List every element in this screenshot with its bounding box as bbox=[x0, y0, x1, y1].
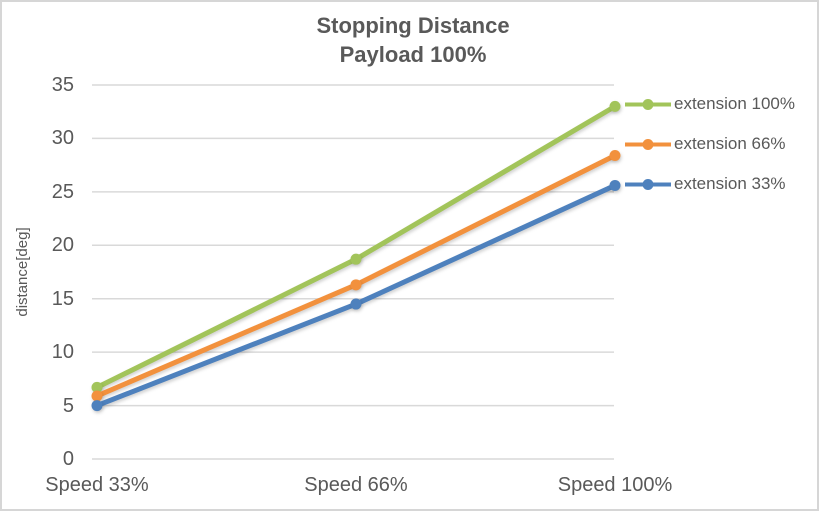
data-point-marker bbox=[350, 279, 362, 291]
legend-label: extension 100% bbox=[674, 94, 795, 113]
legend: extension 100% extension 66% extension 3… bbox=[625, 93, 795, 213]
data-point-marker bbox=[91, 381, 103, 393]
series-line bbox=[94, 103, 618, 390]
chart-subtitle: Payload 100% bbox=[339, 42, 487, 67]
series-extension-66- bbox=[91, 150, 621, 402]
y-axis-tick-labels: 0 5 10 15 20 25 30 35 bbox=[2, 2, 74, 509]
y-tick-label: 5 bbox=[62, 394, 74, 417]
y-tick-label: 35 bbox=[51, 74, 74, 96]
data-point-marker bbox=[91, 400, 103, 412]
legend-entry: extension 66% bbox=[625, 133, 795, 155]
x-axis-label: Speed 100% bbox=[557, 474, 673, 496]
series-line bbox=[94, 182, 618, 409]
x-axis-label: Speed 33% bbox=[45, 474, 149, 496]
data-point-marker bbox=[609, 100, 621, 112]
legend-entry: extension 100% bbox=[625, 93, 795, 115]
data-point-marker bbox=[350, 298, 362, 310]
x-axis-label: Speed 66% bbox=[304, 474, 408, 496]
chart-title: Stopping Distance bbox=[316, 13, 510, 38]
data-point-marker bbox=[609, 179, 621, 191]
legend-line-marker-icon bbox=[625, 178, 671, 190]
data-point-marker bbox=[609, 150, 621, 162]
data-point-marker bbox=[91, 390, 103, 402]
legend-entry: extension 33% bbox=[625, 173, 795, 195]
y-tick-label: 15 bbox=[51, 287, 74, 310]
y-tick-label: 10 bbox=[51, 341, 74, 364]
y-tick-label: 30 bbox=[51, 127, 74, 150]
legend-line-marker-icon bbox=[625, 98, 671, 110]
y-tick-label: 0 bbox=[62, 448, 74, 470]
series-extension-33- bbox=[91, 179, 621, 412]
chart-title-block: Stopping Distance Payload 100% bbox=[316, 11, 509, 69]
data-point-marker bbox=[350, 253, 362, 265]
series-extension-100- bbox=[91, 100, 621, 393]
legend-line-marker-icon bbox=[625, 138, 671, 150]
legend-label: extension 33% bbox=[674, 174, 786, 193]
legend-label: extension 66% bbox=[674, 134, 786, 153]
y-tick-label: 25 bbox=[51, 180, 74, 203]
y-tick-label: 20 bbox=[51, 234, 74, 257]
